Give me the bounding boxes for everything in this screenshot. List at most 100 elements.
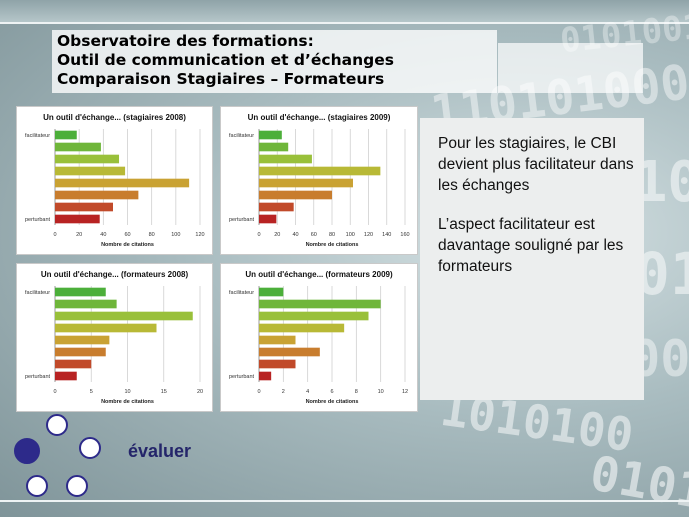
x-tick-label: 0	[257, 232, 260, 238]
x-axis-label: Nombre de citations	[101, 242, 154, 248]
slide-title: Observatoire des formations: Outil de co…	[57, 32, 394, 89]
circle-bottom-right-icon	[66, 475, 88, 497]
chart-stagiaires-2009: Un outil d'échange... (stagiaires 2009) 0…	[220, 106, 418, 255]
x-tick-label: 40	[292, 232, 298, 238]
x-tick-label: 100	[346, 232, 355, 238]
title-line-3: Comparaison Stagiaires – Formateurs	[57, 70, 385, 88]
x-tick-label: 140	[382, 232, 391, 238]
x-tick-label: 20	[76, 232, 82, 238]
circle-bottom-left-icon	[26, 475, 48, 497]
binary-bg-7: 0101	[586, 445, 689, 517]
bar	[55, 190, 139, 200]
bar	[55, 214, 100, 224]
x-tick-label: 120	[364, 232, 373, 238]
x-tick-label: 2	[282, 389, 285, 395]
x-tick-label: 60	[124, 232, 130, 238]
bar	[55, 154, 120, 164]
bar	[259, 371, 272, 381]
circle-right-icon	[79, 437, 101, 459]
chart-svg-stagiaires-2009: Un outil d'échange... (stagiaires 2009) 0…	[229, 113, 410, 248]
chart-svg-formateurs-2009: Un outil d'échange... (formateurs 2009) 0…	[229, 270, 408, 405]
x-tick-label: 80	[149, 232, 155, 238]
bar	[259, 202, 294, 212]
y-category-label: facilitateur	[25, 290, 50, 296]
y-category-label: facilitateur	[229, 133, 254, 139]
title-line-2: Outil de communication et d’échanges	[57, 51, 394, 69]
title-side-box	[498, 43, 643, 93]
bar	[259, 178, 353, 188]
title-background	[52, 30, 497, 93]
chart-title: Un outil d'échange... (formateurs 2008)	[41, 270, 189, 279]
chart-svg-stagiaires-2008: Un outil d'échange... (stagiaires 2008) 0…	[25, 113, 205, 248]
bar	[55, 166, 126, 176]
circle-top-icon	[46, 414, 68, 436]
bar	[55, 371, 77, 381]
top-divider	[0, 22, 689, 24]
text-panel-content: Pour les stagiaires, le CBI devient plus…	[438, 133, 638, 295]
x-axis-label: Nombre de citations	[306, 399, 359, 405]
chart-title: Un outil d'échange... (stagiaires 2009)	[248, 113, 391, 122]
chart-title: Un outil d'échange... (stagiaires 2008)	[43, 113, 186, 122]
bar	[259, 347, 320, 357]
paragraph-formateurs: L’aspect facilitateur est davantage soul…	[438, 216, 624, 275]
chart-formateurs-2009: Un outil d'échange... (formateurs 2009) 0…	[220, 263, 418, 412]
x-axis-label: Nombre de citations	[101, 399, 154, 405]
bar	[55, 202, 113, 212]
x-tick-label: 60	[311, 232, 317, 238]
y-category-label: perturbant	[229, 217, 255, 223]
bar	[55, 335, 110, 345]
chart-formateurs-2008: Un outil d'échange... (formateurs 2008) 0…	[16, 263, 213, 412]
x-tick-label: 40	[100, 232, 106, 238]
bar	[55, 142, 101, 152]
bar	[259, 359, 296, 369]
title-line-1: Observatoire des formations:	[57, 32, 314, 50]
x-tick-label: 15	[161, 389, 167, 395]
paragraph-stagiaires: Pour les stagiaires, le CBI devient plus…	[438, 135, 634, 194]
x-tick-label: 4	[306, 389, 309, 395]
y-category-label: facilitateur	[25, 133, 50, 139]
y-category-label: facilitateur	[229, 290, 254, 296]
chart-title: Un outil d'échange... (formateurs 2009)	[245, 270, 393, 279]
x-tick-label: 10	[378, 389, 384, 395]
bar	[259, 335, 296, 345]
x-tick-label: 0	[257, 389, 260, 395]
x-tick-label: 80	[329, 232, 335, 238]
bar	[259, 311, 369, 321]
x-tick-label: 0	[53, 232, 56, 238]
y-category-label: perturbant	[25, 374, 51, 380]
bar	[55, 347, 106, 357]
bar	[259, 287, 284, 297]
bar	[259, 190, 332, 200]
bar	[55, 311, 193, 321]
bar	[259, 214, 277, 224]
x-tick-label: 120	[195, 232, 204, 238]
bar	[55, 359, 92, 369]
text-panel	[420, 118, 644, 400]
bar	[259, 142, 289, 152]
x-tick-label: 100	[171, 232, 180, 238]
bar	[55, 287, 106, 297]
x-axis-label: Nombre de citations	[306, 242, 359, 248]
bar	[259, 323, 345, 333]
x-tick-label: 6	[330, 389, 333, 395]
x-tick-label: 20	[197, 389, 203, 395]
circle-filled-icon	[14, 438, 40, 464]
bar	[259, 130, 282, 140]
y-category-label: perturbant	[25, 217, 51, 223]
x-tick-label: 20	[274, 232, 280, 238]
bar	[259, 154, 312, 164]
x-tick-label: 0	[53, 389, 56, 395]
chart-stagiaires-2008: Un outil d'échange... (stagiaires 2008) 0…	[16, 106, 213, 255]
bar	[55, 323, 157, 333]
bar	[55, 178, 190, 188]
evaluer-label: évaluer	[128, 441, 192, 461]
x-tick-label: 160	[400, 232, 409, 238]
y-category-label: perturbant	[229, 374, 255, 380]
x-tick-label: 12	[402, 389, 408, 395]
bottom-divider	[0, 500, 689, 502]
x-tick-label: 10	[124, 389, 130, 395]
bar	[55, 299, 117, 309]
bar	[55, 130, 77, 140]
chart-svg-formateurs-2008: Un outil d'échange... (formateurs 2008) 0…	[25, 270, 203, 405]
